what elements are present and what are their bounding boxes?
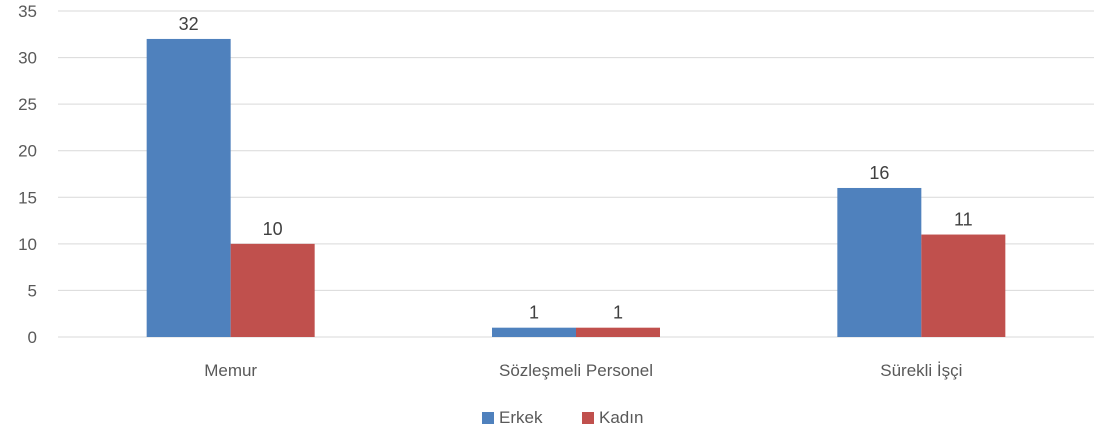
data-label: 10 <box>263 219 283 239</box>
bar-kadın-1 <box>230 243 315 337</box>
y-axis-tick-labels: 0 5 10 15 20 25 30 35 <box>18 2 37 347</box>
y-tick-label: 30 <box>18 49 37 68</box>
legend: Erkek Kadın <box>482 408 643 427</box>
data-label: 11 <box>954 210 973 230</box>
x-tick-label: Memur <box>204 361 257 380</box>
y-tick-label: 20 <box>18 142 37 161</box>
bar-kadın-2 <box>576 327 660 337</box>
y-tick-label: 25 <box>18 95 37 114</box>
legend-label-erkek: Erkek <box>499 408 543 427</box>
y-tick-label: 0 <box>28 328 37 347</box>
bar-kadın-3 <box>921 234 1006 337</box>
y-tick-label: 35 <box>18 2 37 21</box>
bar-erkek-2 <box>492 327 576 337</box>
data-label: 1 <box>529 303 539 323</box>
x-tick-label: Sözleşmeli Personel <box>499 361 653 380</box>
y-tick-label: 10 <box>18 235 37 254</box>
legend-label-kadın: Kadın <box>599 408 643 427</box>
x-tick-label: Sürekli İşçi <box>880 361 962 380</box>
x-axis-tick-labels: Memur Sözleşmeli Personel Sürekli İşçi <box>204 361 962 380</box>
legend-swatch-erkek <box>482 412 494 424</box>
y-tick-label: 15 <box>18 188 37 207</box>
data-label: 1 <box>613 303 623 323</box>
data-label: 32 <box>179 14 199 34</box>
bar-erkek-1 <box>146 38 231 337</box>
bars <box>146 38 1006 337</box>
y-tick-label: 5 <box>28 281 37 300</box>
bar-erkek-3 <box>837 187 922 337</box>
legend-swatch-kadın <box>582 412 594 424</box>
data-label: 16 <box>869 163 889 183</box>
